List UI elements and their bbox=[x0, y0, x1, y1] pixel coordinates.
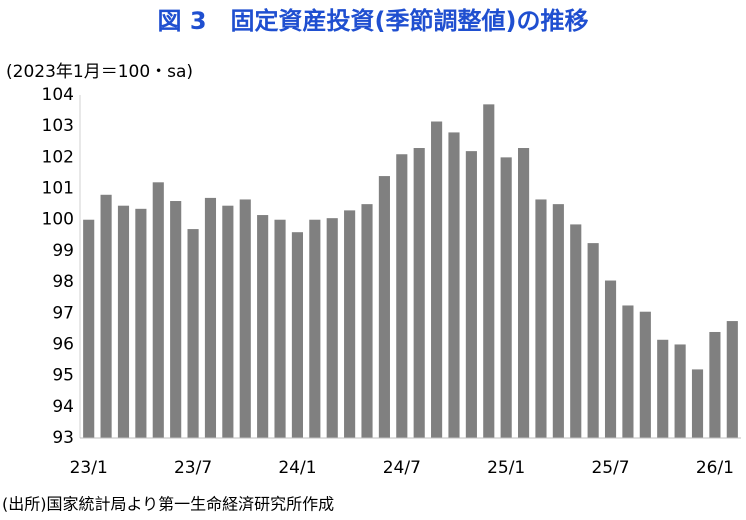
x-tick-label: 25/7 bbox=[591, 458, 629, 478]
x-tick-label: 26/1 bbox=[696, 458, 734, 478]
bar bbox=[622, 305, 634, 438]
bar bbox=[413, 148, 425, 438]
bar bbox=[517, 148, 530, 438]
bar bbox=[170, 201, 182, 438]
y-tick-label: 104 bbox=[42, 85, 74, 105]
bar bbox=[222, 205, 234, 438]
bar bbox=[657, 339, 669, 438]
bar bbox=[309, 219, 321, 438]
bar bbox=[344, 210, 356, 438]
y-tick-label: 93 bbox=[52, 428, 74, 448]
y-tick-label: 95 bbox=[52, 366, 74, 386]
bar bbox=[431, 121, 443, 438]
bar bbox=[552, 204, 564, 438]
bar bbox=[465, 151, 477, 439]
bar bbox=[639, 311, 651, 438]
unit-label: (2023年1月＝100・sa) bbox=[6, 62, 193, 82]
bar bbox=[187, 229, 199, 438]
bar bbox=[100, 194, 112, 438]
bar bbox=[152, 182, 164, 438]
bar bbox=[604, 280, 617, 438]
y-tick-label: 101 bbox=[42, 179, 74, 199]
bar bbox=[709, 331, 721, 438]
bar bbox=[239, 199, 251, 438]
y-tick-label: 94 bbox=[52, 397, 74, 417]
source-note: (出所)国家統計局より第一生命経済研究所作成 bbox=[2, 495, 334, 514]
x-tick-label: 24/7 bbox=[383, 458, 421, 478]
bar bbox=[291, 232, 304, 438]
bar bbox=[570, 224, 582, 438]
bar bbox=[396, 154, 408, 438]
bar bbox=[674, 344, 686, 438]
bar bbox=[483, 104, 495, 438]
bar bbox=[257, 215, 269, 438]
bar bbox=[691, 369, 704, 438]
bar bbox=[326, 218, 338, 438]
y-tick-label: 96 bbox=[52, 334, 74, 354]
x-tick-label: 23/7 bbox=[174, 458, 212, 478]
y-tick-label: 100 bbox=[42, 210, 74, 230]
y-tick-label: 99 bbox=[52, 241, 74, 261]
x-tick-label: 25/1 bbox=[487, 458, 525, 478]
y-tick-label: 102 bbox=[42, 147, 74, 167]
x-tick-label: 23/1 bbox=[70, 458, 108, 478]
bar bbox=[500, 157, 512, 438]
bar bbox=[448, 132, 460, 438]
bar bbox=[117, 205, 130, 438]
bar bbox=[378, 176, 390, 438]
bar bbox=[204, 197, 217, 438]
y-tick-label: 97 bbox=[52, 303, 74, 323]
bar bbox=[535, 199, 547, 438]
y-tick-label: 98 bbox=[52, 272, 74, 292]
bar bbox=[135, 208, 147, 438]
x-tick-label: 24/1 bbox=[278, 458, 316, 478]
bar bbox=[83, 219, 95, 438]
bar bbox=[726, 321, 738, 438]
bar bbox=[587, 243, 599, 438]
bar bbox=[361, 204, 373, 438]
chart-title: 図 3 固定資産投資(季節調整値)の推移 bbox=[158, 7, 589, 35]
y-tick-label: 103 bbox=[42, 116, 74, 136]
bar bbox=[274, 219, 286, 438]
